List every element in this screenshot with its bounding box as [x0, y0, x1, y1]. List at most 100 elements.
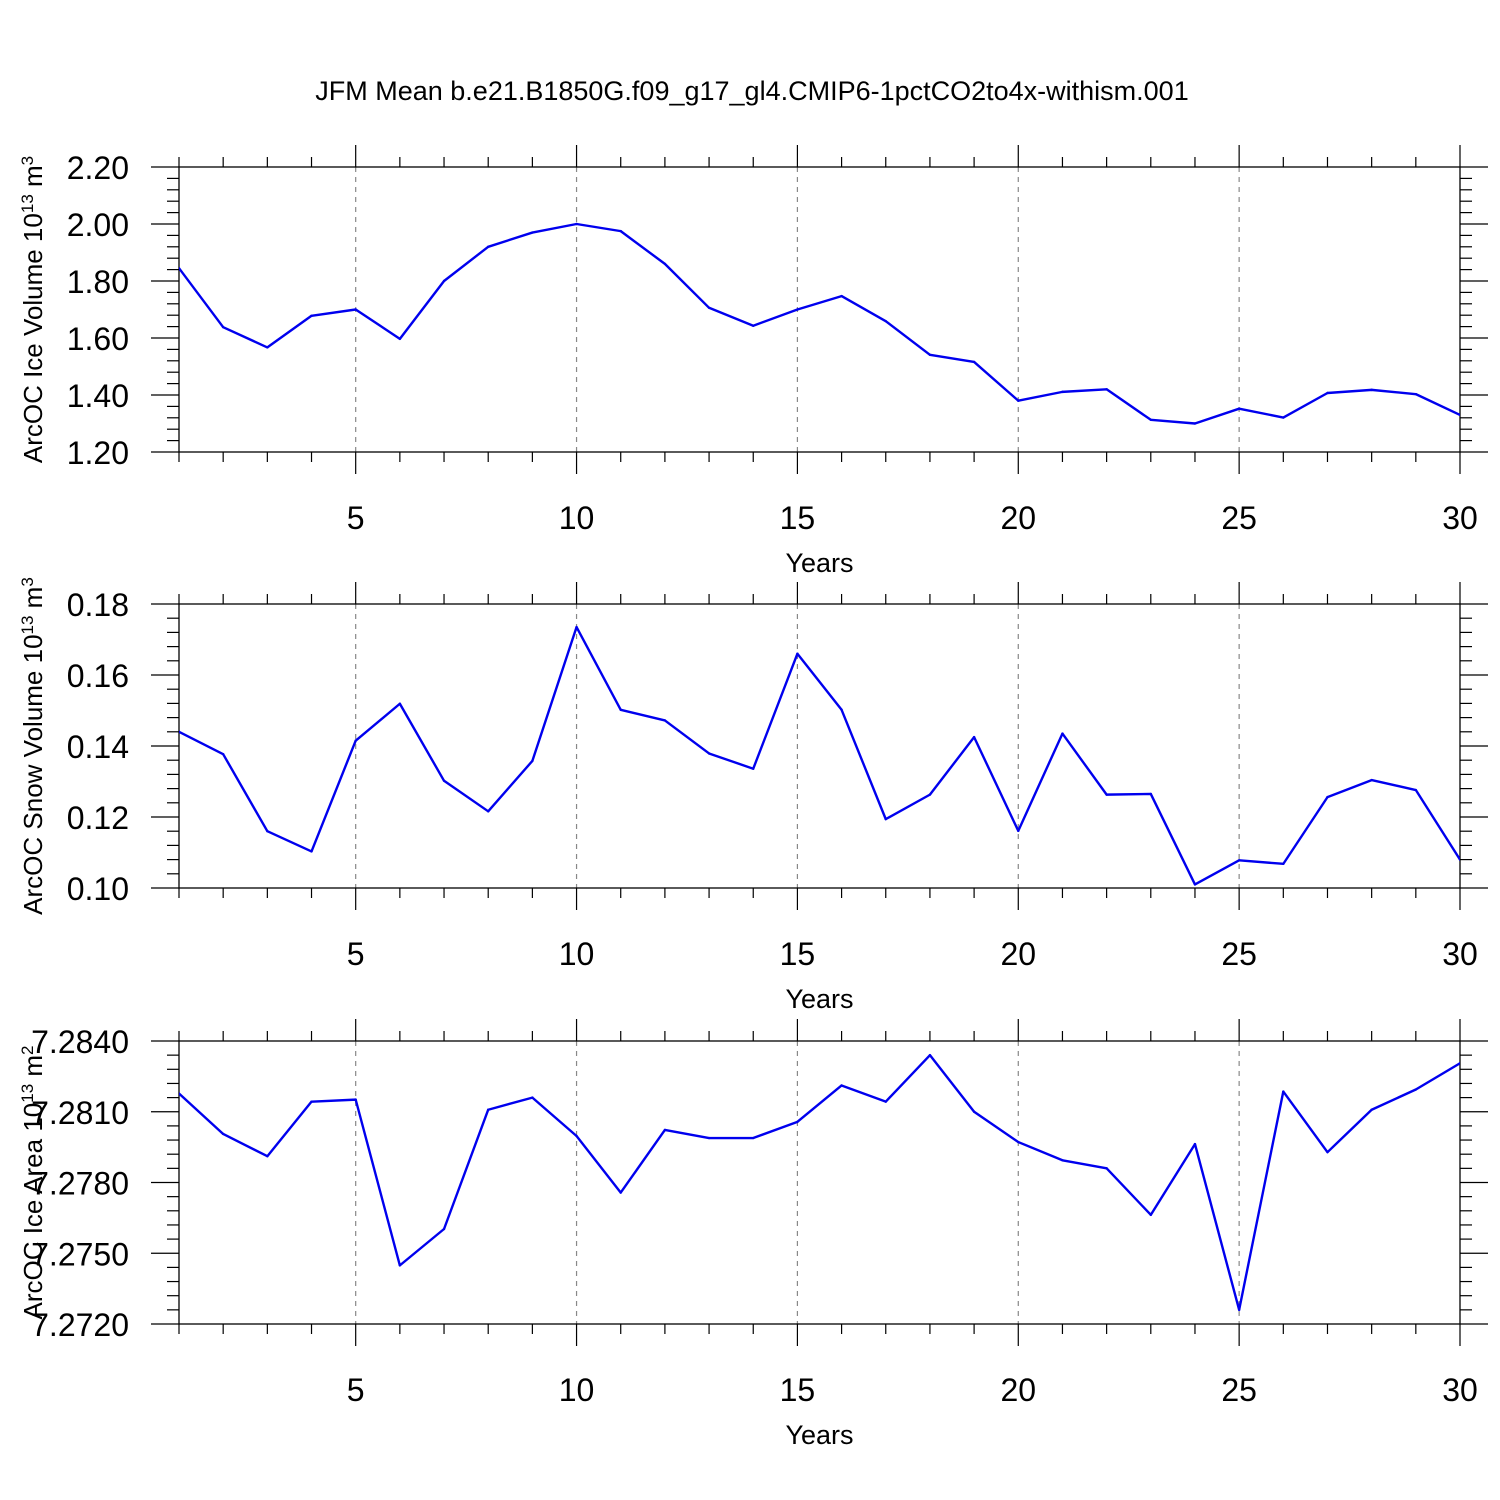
data-point — [575, 222, 578, 226]
figure-title: JFM Mean b.e21.B1850G.f09_g17_gl4.CMIP6-… — [315, 76, 1188, 106]
y-axis-label-part: 13 — [18, 1084, 37, 1103]
y-tick-label: 7.2720 — [31, 1307, 129, 1343]
y-axis-label: ArcOC Ice Area 1013 m2 — [18, 1045, 49, 1319]
data-point — [840, 708, 843, 711]
data-point — [1017, 1140, 1020, 1144]
data-point — [1326, 1150, 1329, 1154]
y-tick-label: 1.20 — [67, 435, 129, 471]
data-point — [619, 229, 622, 233]
data-point — [1414, 392, 1418, 396]
data-point — [310, 850, 313, 853]
data-point — [1105, 793, 1108, 796]
data-point — [796, 308, 799, 311]
x-tick-label: 20 — [1000, 936, 1036, 972]
series-line — [179, 222, 1460, 425]
data-point — [398, 702, 402, 705]
y-tick-label: 7.2750 — [31, 1236, 129, 1272]
data-point — [179, 730, 181, 733]
data-point — [1458, 858, 1460, 861]
y-axis-label-part: 3 — [18, 156, 37, 165]
x-axis-label: Years — [785, 548, 853, 578]
data-point — [752, 767, 755, 770]
y-tick-label: 0.14 — [67, 729, 129, 765]
data-point — [1105, 1167, 1108, 1170]
y-axis-label-part: ArcOC Ice Volume 10 — [18, 213, 48, 463]
data-point — [1370, 388, 1373, 392]
y-tick-label: 0.18 — [67, 587, 129, 623]
y-axis-label: ArcOC Ice Volume 1013 m3 — [18, 156, 49, 463]
data-point — [1414, 788, 1418, 792]
data-point — [1282, 416, 1285, 419]
data-point — [1149, 1213, 1152, 1217]
data-point — [1017, 399, 1020, 402]
y-tick-label: 7.2810 — [31, 1095, 129, 1131]
y-axis-label-part: 13 — [18, 194, 37, 213]
data-point — [442, 279, 446, 283]
y-axis-label-part: m — [18, 165, 48, 194]
data-point — [1326, 391, 1329, 395]
data-point — [1237, 1308, 1241, 1312]
y-tick-label: 0.12 — [67, 800, 129, 836]
chart-panel-3: 5 10 15 20 25 30 7.2720 7.2750 7.2780 7.2810 7.284… — [18, 1019, 1488, 1450]
chart-panel-2: 5 10 15 20 25 30 0.10 0.12 0.14 0.16 0.18 Years ArcO… — [18, 577, 1488, 1014]
data-point — [796, 1120, 799, 1124]
data-point — [1458, 1062, 1460, 1065]
y-axis-label-part: m — [18, 587, 48, 616]
y-axis-label-part: 3 — [18, 577, 37, 586]
data-point — [1282, 862, 1285, 866]
data-point — [266, 830, 269, 833]
data-point — [1017, 829, 1020, 833]
x-tick-label: 25 — [1221, 500, 1257, 536]
panels: 5 10 15 20 25 301.201.401.601.802.002.20Years… — [18, 145, 1488, 1450]
plot-frame — [178, 166, 1461, 453]
data-point — [354, 739, 357, 742]
x-tick-label: 10 — [559, 1372, 595, 1408]
data-point — [884, 1100, 887, 1103]
x-tick-label: 10 — [559, 500, 595, 536]
data-point — [972, 360, 976, 364]
data-point — [531, 231, 534, 234]
data-point — [663, 719, 667, 722]
data-point — [972, 735, 976, 739]
y-tick-label: 1.60 — [67, 321, 129, 357]
data-point — [663, 1128, 667, 1132]
y-tick-label: 7.2840 — [31, 1024, 129, 1060]
data-point — [354, 308, 357, 311]
y-axis-label: ArcOC Snow Volume 1013 m3 — [18, 577, 49, 915]
data-point — [442, 779, 446, 782]
data-point — [1105, 388, 1108, 391]
data-point — [1193, 422, 1197, 425]
data-point — [1193, 1142, 1197, 1146]
data-point — [840, 1084, 843, 1087]
data-point — [1149, 418, 1152, 421]
data-point — [310, 314, 313, 317]
x-tick-label: 30 — [1442, 936, 1478, 972]
data-point — [1414, 1088, 1418, 1091]
data-point — [221, 1132, 225, 1136]
data-point — [884, 817, 887, 821]
x-tick-label: 20 — [1000, 1372, 1036, 1408]
data-point — [487, 810, 490, 813]
data-point — [1458, 413, 1460, 417]
data-point — [1237, 407, 1241, 410]
data-point — [531, 1096, 534, 1099]
data-point — [663, 262, 667, 266]
x-tick-label: 10 — [559, 936, 595, 972]
plot-frame — [178, 603, 1461, 889]
x-tick-label: 15 — [780, 500, 816, 536]
chart-panel-1: 5 10 15 20 25 30 1.20 1.40 1.60 1.80 2.00 2.20 Years… — [18, 145, 1488, 578]
x-tick-label: 5 — [347, 500, 365, 536]
y-axis-label-part: 13 — [18, 616, 37, 635]
plot-frame — [178, 1040, 1461, 1325]
data-point — [531, 759, 534, 763]
data-point — [840, 294, 843, 298]
data-point — [575, 625, 578, 629]
y-tick-label: 1.40 — [67, 378, 129, 414]
data-point — [619, 708, 622, 711]
data-point — [707, 1136, 711, 1140]
x-tick-label: 25 — [1221, 1372, 1257, 1408]
data-point — [266, 1155, 269, 1158]
y-axis-label-part: ArcOC Snow Volume 10 — [18, 634, 48, 914]
data-point — [928, 1053, 932, 1057]
y-tick-label: 7.2780 — [31, 1166, 129, 1202]
